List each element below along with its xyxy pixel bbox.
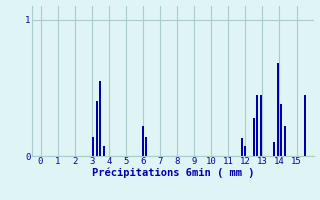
Bar — [241, 138, 243, 156]
Bar — [244, 146, 246, 156]
Bar — [277, 63, 279, 156]
Bar — [103, 146, 105, 156]
Bar — [304, 95, 306, 156]
Bar — [284, 126, 286, 156]
Bar — [280, 104, 282, 156]
Bar — [96, 101, 98, 156]
Bar — [145, 137, 148, 156]
Bar — [260, 95, 262, 156]
Bar — [99, 81, 101, 156]
X-axis label: Précipitations 6min ( mm ): Précipitations 6min ( mm ) — [92, 168, 254, 178]
Bar — [256, 95, 258, 156]
Bar — [142, 126, 144, 156]
Bar — [273, 142, 276, 156]
Bar — [92, 137, 94, 156]
Bar — [253, 118, 255, 156]
